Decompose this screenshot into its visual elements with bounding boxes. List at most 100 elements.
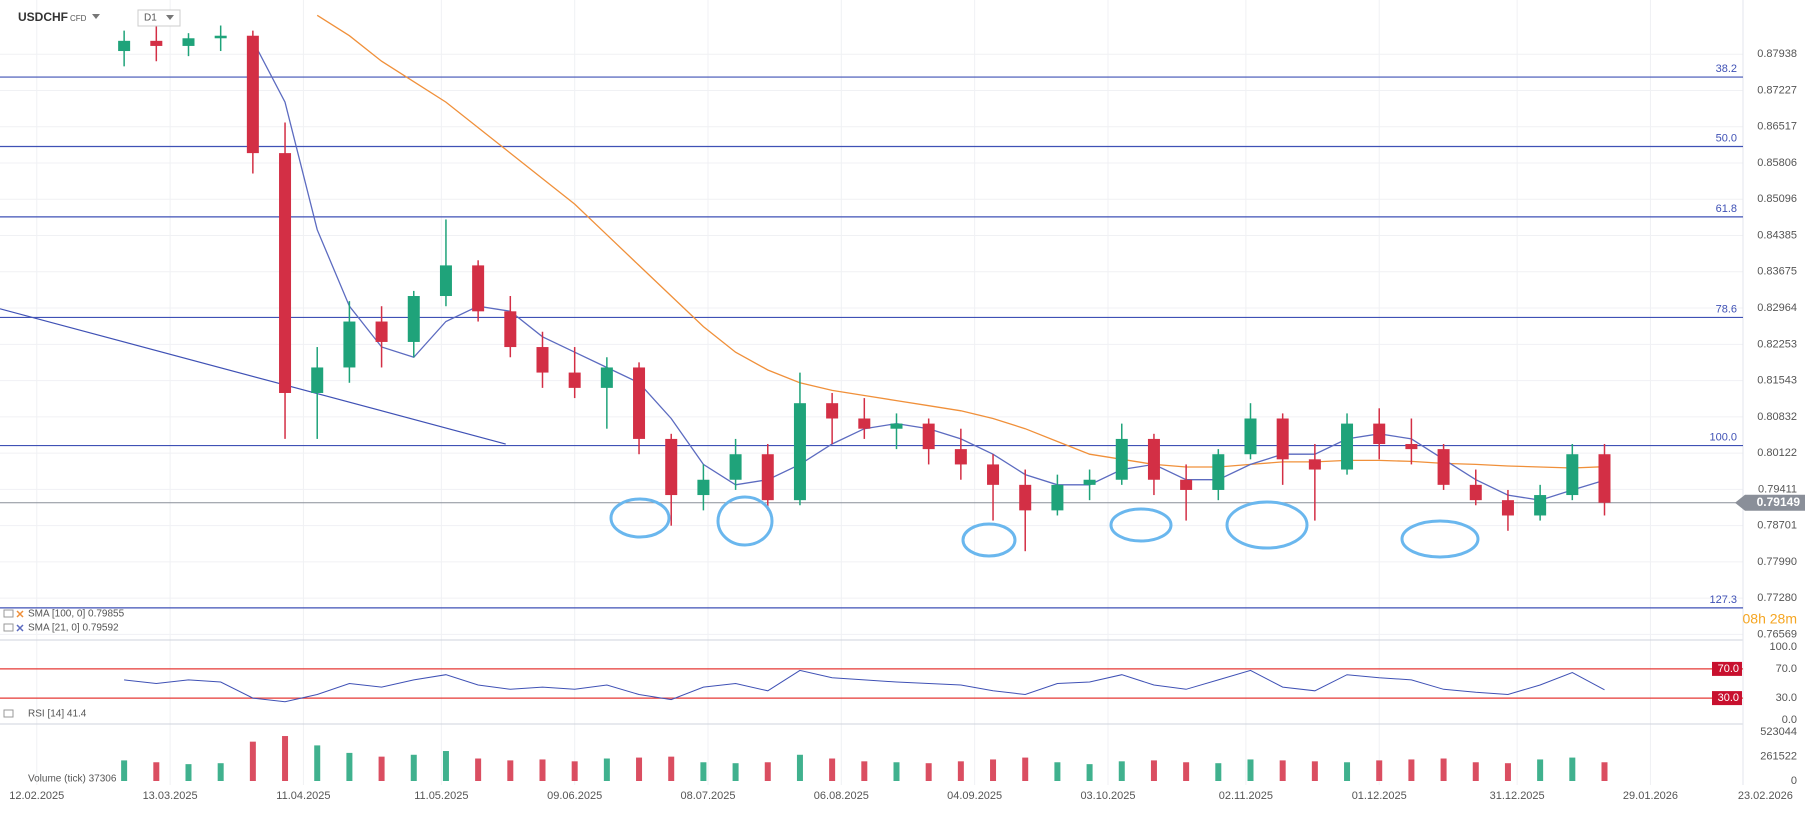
x-tick-label: 02.11.2025 xyxy=(1219,790,1273,802)
annotation-circle xyxy=(961,522,1017,558)
candle-body xyxy=(343,321,356,368)
candle-body xyxy=(150,40,163,46)
candle-body xyxy=(697,479,710,496)
candle-body xyxy=(439,265,452,297)
legend-swatch xyxy=(16,610,24,618)
x-tick-label: 11.05.2025 xyxy=(414,790,468,802)
x-tick-label: 29.01.2026 xyxy=(1623,790,1678,802)
y-tick-label: 0.79411 xyxy=(1758,483,1797,495)
annotation-circle xyxy=(716,495,774,547)
x-tick-label: 06.08.2025 xyxy=(814,790,869,802)
candle-body xyxy=(1598,454,1611,503)
y-tick-label: 0.80832 xyxy=(1757,411,1797,423)
timeframe-box[interactable] xyxy=(137,9,181,27)
volume-bar xyxy=(764,762,771,781)
level-label: 61.8 xyxy=(1716,203,1737,215)
y-tick-label: 0.86517 xyxy=(1757,121,1797,133)
volume-bar xyxy=(603,758,610,781)
volume-bar xyxy=(1504,763,1511,781)
volume-bar xyxy=(442,751,449,781)
y-tick-label: 0.87938 xyxy=(1757,48,1797,60)
volume-bar xyxy=(1472,762,1479,781)
legend-entry: SMA [21, 0] 0.79592 xyxy=(28,623,119,634)
candle-body xyxy=(1212,454,1225,490)
candle-body xyxy=(1501,500,1514,516)
y-tick-label: 0.81543 xyxy=(1757,374,1797,386)
volume-bar xyxy=(378,756,385,781)
y-tick-label: 30.0 xyxy=(1776,692,1797,704)
trendline xyxy=(0,308,506,445)
candle-body xyxy=(504,311,517,348)
volume-bar xyxy=(475,758,482,781)
volume-bar xyxy=(700,762,707,781)
volume-bar xyxy=(1537,759,1544,781)
volume-bar xyxy=(796,754,803,781)
x-tick-label: 11.04.2025 xyxy=(276,790,330,802)
candle-body xyxy=(1019,484,1032,511)
y-tick-label: 0.83675 xyxy=(1757,266,1797,278)
y-tick-label: 0.77990 xyxy=(1757,556,1797,568)
candle-body xyxy=(633,367,646,439)
y-tick-label: 0.76569 xyxy=(1757,628,1797,640)
candle-body xyxy=(182,38,195,46)
candle-body xyxy=(1083,479,1096,485)
volume-bar xyxy=(153,762,160,781)
candle-body xyxy=(761,454,774,501)
line-series xyxy=(124,669,1605,703)
candle-body xyxy=(826,403,839,419)
last-price-tag xyxy=(1735,494,1805,511)
legend-swatch xyxy=(16,624,24,632)
candle-body xyxy=(472,265,485,312)
marks xyxy=(0,14,1743,781)
y-tick-label: 0.87227 xyxy=(1757,84,1797,96)
level-label: 78.6 xyxy=(1716,303,1737,315)
legend-icon xyxy=(3,709,14,718)
y-tick-label: 523044 xyxy=(1760,726,1797,738)
volume-bar xyxy=(185,764,192,781)
annotation-circle xyxy=(1225,500,1309,550)
level-label: 100.0 xyxy=(1709,431,1737,443)
volume-bar xyxy=(829,758,836,781)
candle-body xyxy=(987,464,1000,485)
level-tag xyxy=(1712,691,1742,706)
volume-bar xyxy=(249,741,256,781)
line-series xyxy=(316,14,1605,469)
candle-body xyxy=(1469,484,1482,501)
y-tick-label: 261522 xyxy=(1760,750,1797,762)
candle-body xyxy=(1437,449,1450,485)
volume-bar xyxy=(1022,757,1029,781)
y-tick-label: 0.80122 xyxy=(1757,447,1797,459)
timeframe: D1 xyxy=(144,13,157,24)
x-tick-label: 12.02.2025 xyxy=(9,790,64,802)
volume-bar xyxy=(957,761,964,781)
volume-bar xyxy=(990,759,997,781)
dropdown-icon[interactable] xyxy=(166,15,174,20)
candle-body xyxy=(118,40,131,52)
candle-body xyxy=(1276,418,1289,460)
grid xyxy=(0,0,1743,785)
level-label: 127.3 xyxy=(1709,594,1737,606)
level-tag xyxy=(1712,661,1742,676)
candle-body xyxy=(375,321,388,342)
last-price-label: 0.79149 xyxy=(1757,495,1801,509)
volume-bar xyxy=(1440,758,1447,781)
x-tick-label: 13.03.2025 xyxy=(143,790,198,802)
volume-bar xyxy=(1086,764,1093,781)
y-tick-label: 0.0 xyxy=(1782,714,1797,726)
x-tick-label: 31.12.2025 xyxy=(1490,790,1545,802)
symbol-type: CFD xyxy=(70,14,87,23)
dropdown-icon[interactable] xyxy=(92,14,100,19)
volume-bar xyxy=(507,760,514,781)
y-tick-label: 70.0 xyxy=(1776,663,1797,675)
candle-body xyxy=(793,403,806,501)
legend-entry: RSI [14] 41.4 xyxy=(28,709,87,720)
level-label: 38.2 xyxy=(1716,63,1737,75)
annotation-circle xyxy=(609,497,671,539)
x-tick-label: 03.10.2025 xyxy=(1080,790,1135,802)
volume-bar xyxy=(410,754,417,781)
volume-bar xyxy=(861,761,868,781)
hand-drawn-marks xyxy=(609,495,1480,559)
symbol: USDCHF xyxy=(18,10,68,24)
